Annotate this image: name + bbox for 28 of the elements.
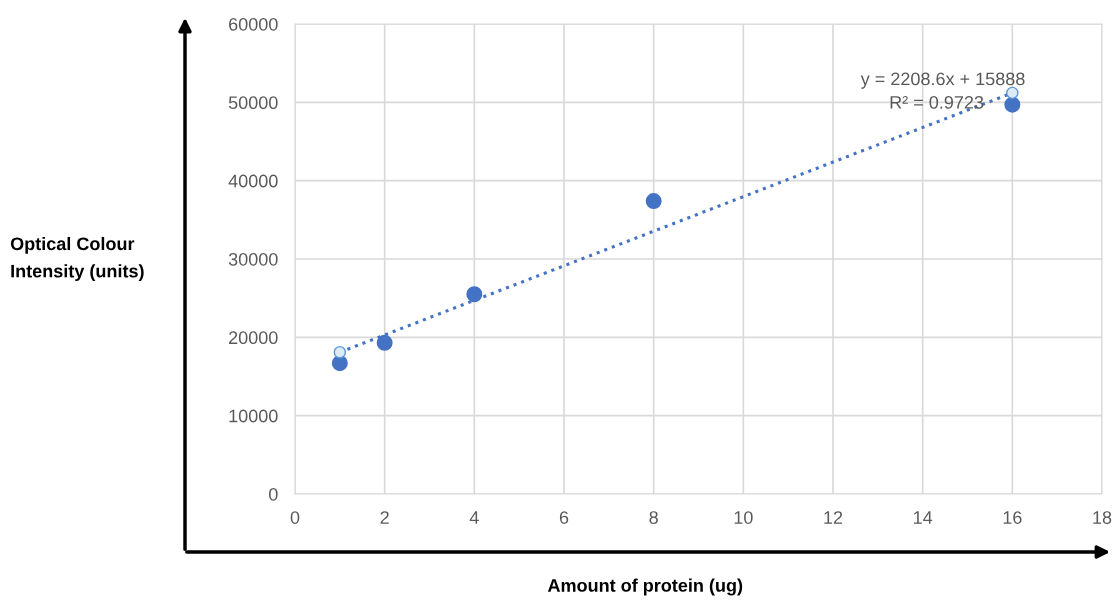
annotation: R² = 0.9723: [890, 95, 984, 109]
point: [1004, 96, 1021, 113]
point: [376, 334, 393, 351]
y-tick-label: 10000: [229, 409, 278, 423]
y-tick-label: 0: [269, 487, 278, 501]
y-tick-label: 50000: [228, 96, 278, 110]
y-tick-label: 30000: [228, 252, 278, 266]
x-tick-label: 14: [914, 511, 933, 524]
x-tick-label: 0: [290, 511, 300, 524]
x-tick-label: 10: [734, 511, 753, 524]
x-tick-label: 4: [469, 511, 479, 524]
point: [466, 286, 483, 303]
annotation: y = 2208.6x + 15888: [860, 72, 1025, 89]
point: [645, 193, 662, 210]
x-tick-label: 16: [1003, 511, 1022, 524]
x-tick-label: 18: [1093, 511, 1112, 524]
point: [331, 355, 348, 372]
x-tick-label: 2: [380, 511, 389, 524]
x-tick-label: 12: [824, 511, 843, 524]
y-tick-label: 20000: [229, 331, 278, 345]
y-tick-label: 60000: [229, 17, 278, 31]
y-axis-title: Optical Colour Intensity (units): [10, 236, 144, 282]
x-axis-title: Amount of protein (ug): [547, 578, 743, 596]
point: [333, 345, 347, 359]
point: [1006, 86, 1019, 100]
x-tick-label: 6: [559, 511, 569, 524]
y-tick-label: 40000: [228, 174, 278, 188]
x-tick-label: 8: [649, 511, 658, 524]
